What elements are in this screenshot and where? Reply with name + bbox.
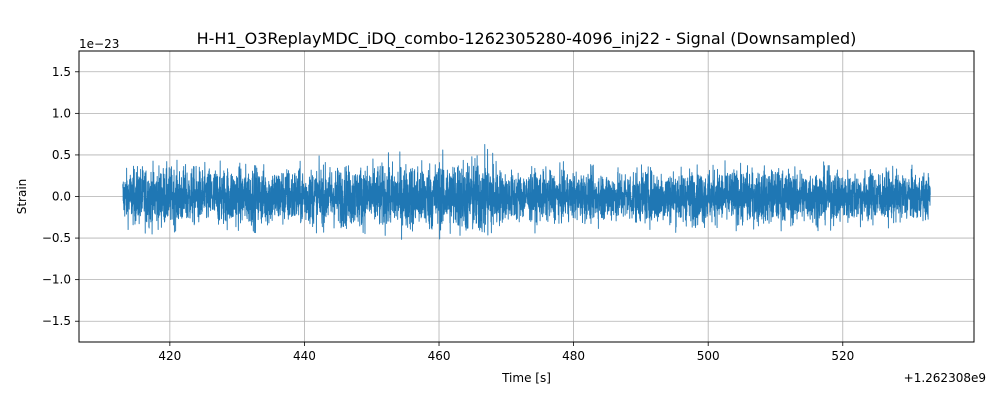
y-tick-label: 0.5 (52, 148, 71, 162)
plot-area (122, 144, 931, 240)
y-axis-ticks: −1.5 −1.0 −0.5 0.0 0.5 1.0 1.5 (42, 65, 79, 328)
x-tick-label: 420 (158, 349, 181, 363)
y-tick-label: 1.0 (52, 106, 71, 120)
y-tick-label: −0.5 (42, 231, 71, 245)
x-tick-label: 440 (293, 349, 316, 363)
chart-title: H-H1_O3ReplayMDC_iDQ_combo-1262305280-40… (197, 29, 857, 49)
y-axis-label: Strain (15, 179, 29, 215)
x-tick-label: 480 (562, 349, 585, 363)
y-tick-label: 1.5 (52, 65, 71, 79)
y-tick-label: −1.0 (42, 273, 71, 287)
y-tick-label: 0.0 (52, 190, 71, 204)
x-tick-label: 460 (428, 349, 451, 363)
signal-series-line (122, 144, 931, 240)
x-offset-label: +1.262308e9 (904, 371, 986, 385)
x-axis-label: Time [s] (501, 371, 551, 385)
x-tick-label: 500 (697, 349, 720, 363)
y-tick-label: −1.5 (42, 314, 71, 328)
x-tick-label: 520 (831, 349, 854, 363)
x-axis-ticks: 420 440 460 480 500 520 (158, 342, 854, 363)
y-scale-label: 1e−23 (79, 37, 119, 51)
